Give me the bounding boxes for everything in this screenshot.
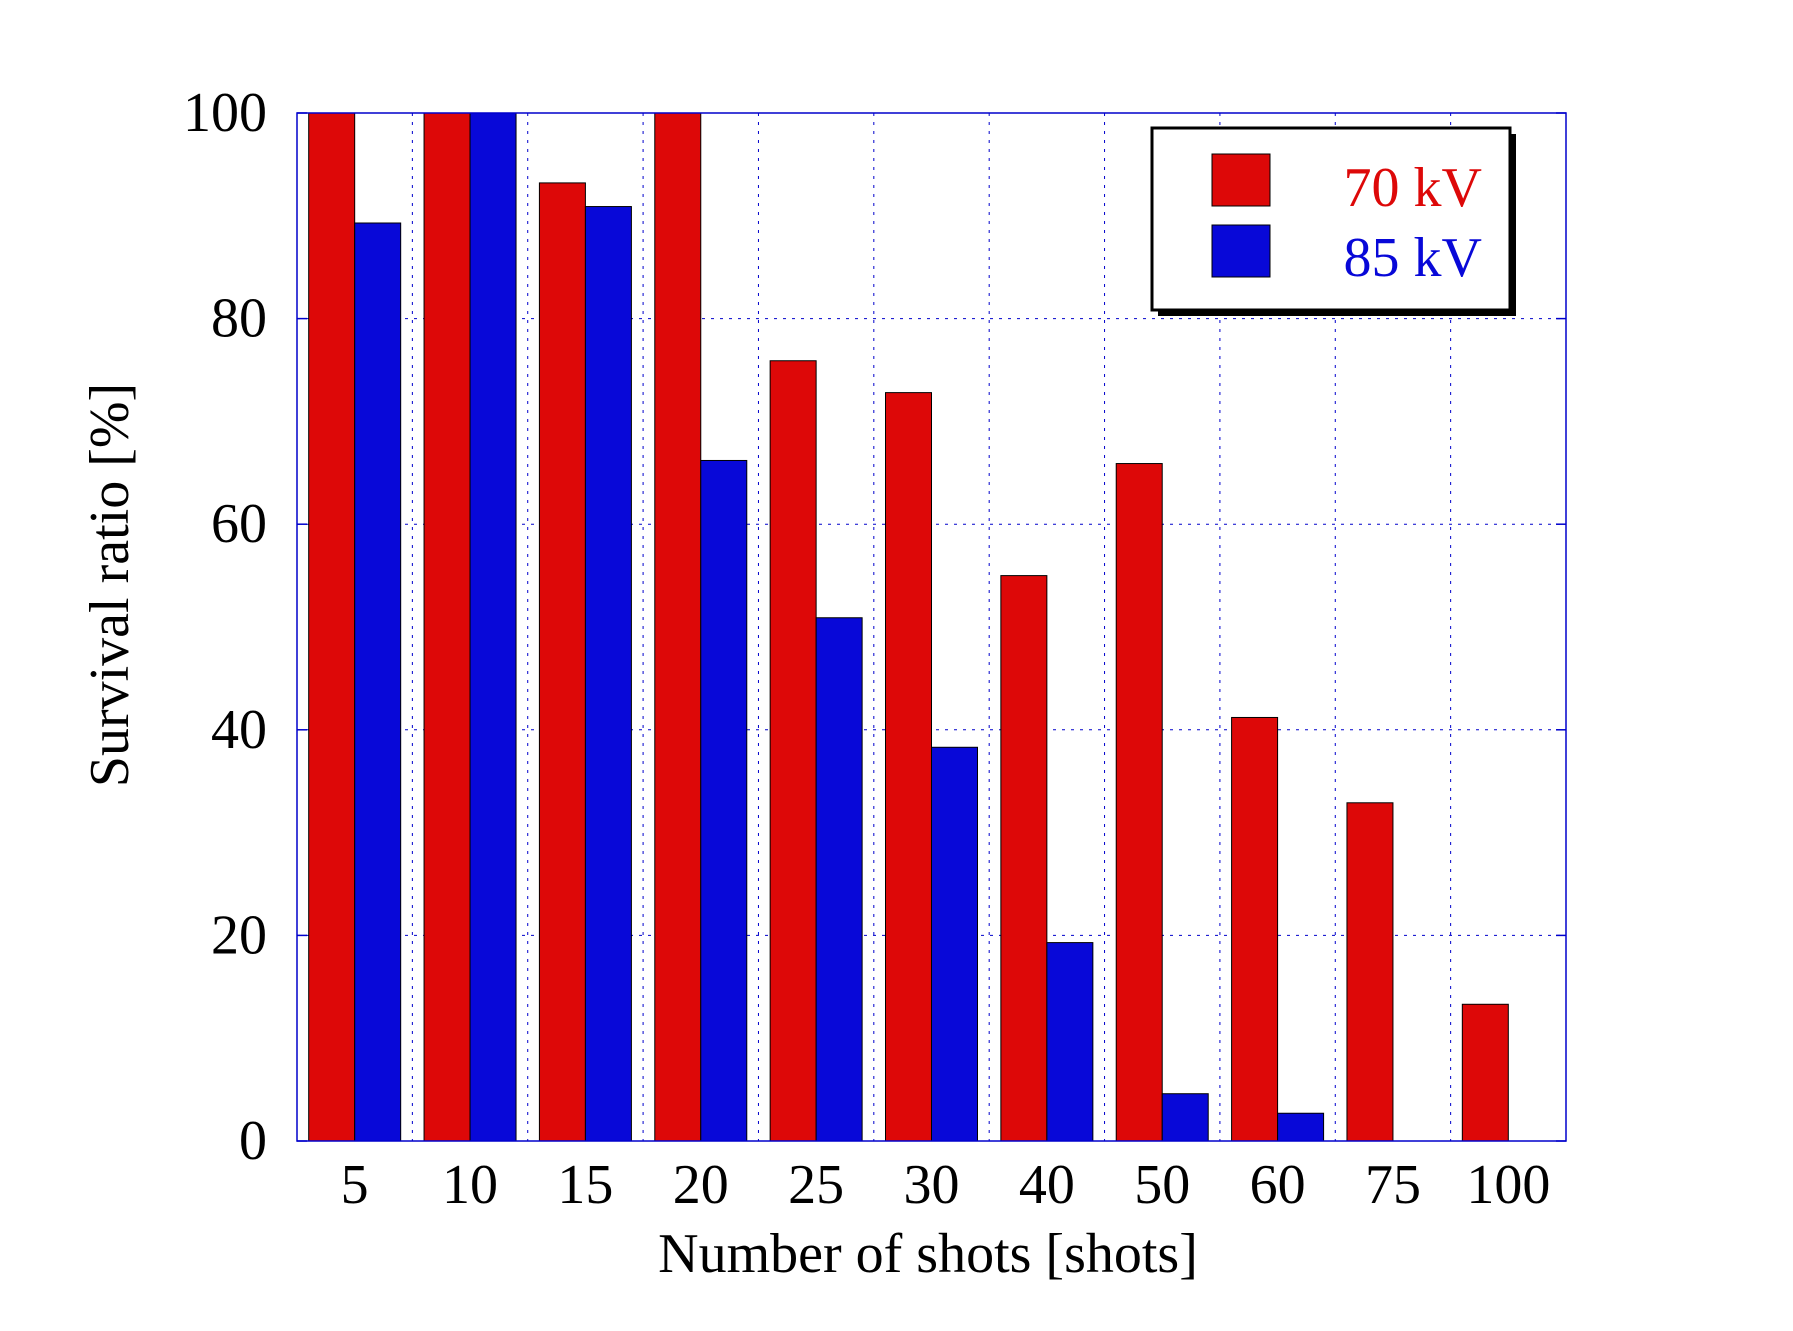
legend: 70 kV 85 kV	[1150, 126, 1516, 316]
x-tick-label: 40	[1019, 1154, 1075, 1216]
x-tick-label: 60	[1250, 1154, 1306, 1216]
bar-85kv-10	[469, 112, 517, 1142]
legend-label-85kv: 85 kV	[1344, 227, 1482, 289]
y-tick-label: 60	[211, 493, 267, 555]
x-tick-label: 75	[1365, 1154, 1421, 1216]
x-tick-label: 20	[673, 1154, 729, 1216]
y-tick-label: 80	[211, 288, 267, 350]
bar-70kv-60	[1231, 716, 1279, 1142]
bar-85kv-5	[354, 222, 402, 1142]
bar-70kv-25	[769, 360, 817, 1142]
x-tick-label: 10	[442, 1154, 498, 1216]
bar-85kv-20	[700, 459, 748, 1142]
bar-70kv-30	[885, 392, 932, 1142]
bar-85kv-25	[815, 617, 863, 1142]
x-tick-label: 30	[904, 1154, 960, 1216]
bar-85kv-50	[1161, 1093, 1209, 1142]
y-tick-label: 40	[211, 699, 267, 761]
bar-70kv-5	[308, 112, 356, 1142]
y-tick-label: 100	[183, 82, 267, 144]
bar-70kv-15	[538, 182, 586, 1142]
bar-85kv-15	[584, 206, 632, 1142]
bars	[308, 112, 1509, 1142]
bar-70kv-50	[1115, 463, 1163, 1142]
x-tick-label: 50	[1134, 1154, 1190, 1216]
legend-swatch-85kv	[1211, 224, 1271, 278]
x-tick-label: 25	[788, 1154, 844, 1216]
y-tick-label: 20	[211, 904, 267, 966]
y-tick-label: 0	[239, 1110, 267, 1172]
plot-area-frame	[296, 112, 1567, 1142]
x-tick-label: 15	[557, 1154, 613, 1216]
legend-label-70kv: 70 kV	[1344, 157, 1482, 219]
bar-70kv-20	[654, 112, 702, 1142]
x-axis-label: Number of shots [shots]	[658, 1223, 1198, 1285]
bar-85kv-60	[1277, 1112, 1325, 1142]
y-axis-label: Survival ratio [%]	[79, 383, 141, 787]
x-tick-label: 100	[1466, 1154, 1550, 1216]
x-tick-labels: 5 10 15 20 25 30 40 50 60 75 100	[341, 1154, 1551, 1216]
legend-swatch-70kv	[1211, 153, 1271, 207]
bar-70kv-100	[1461, 1003, 1509, 1142]
bar-70kv-40	[1000, 575, 1048, 1142]
bar-85kv-30	[931, 746, 978, 1142]
bar-70kv-10	[423, 112, 471, 1142]
bar-85kv-40	[1046, 942, 1094, 1142]
bar-70kv-75	[1346, 802, 1394, 1142]
y-tick-labels: 0 20 40 60 80 100	[183, 82, 267, 1172]
x-tick-label: 5	[341, 1154, 369, 1216]
